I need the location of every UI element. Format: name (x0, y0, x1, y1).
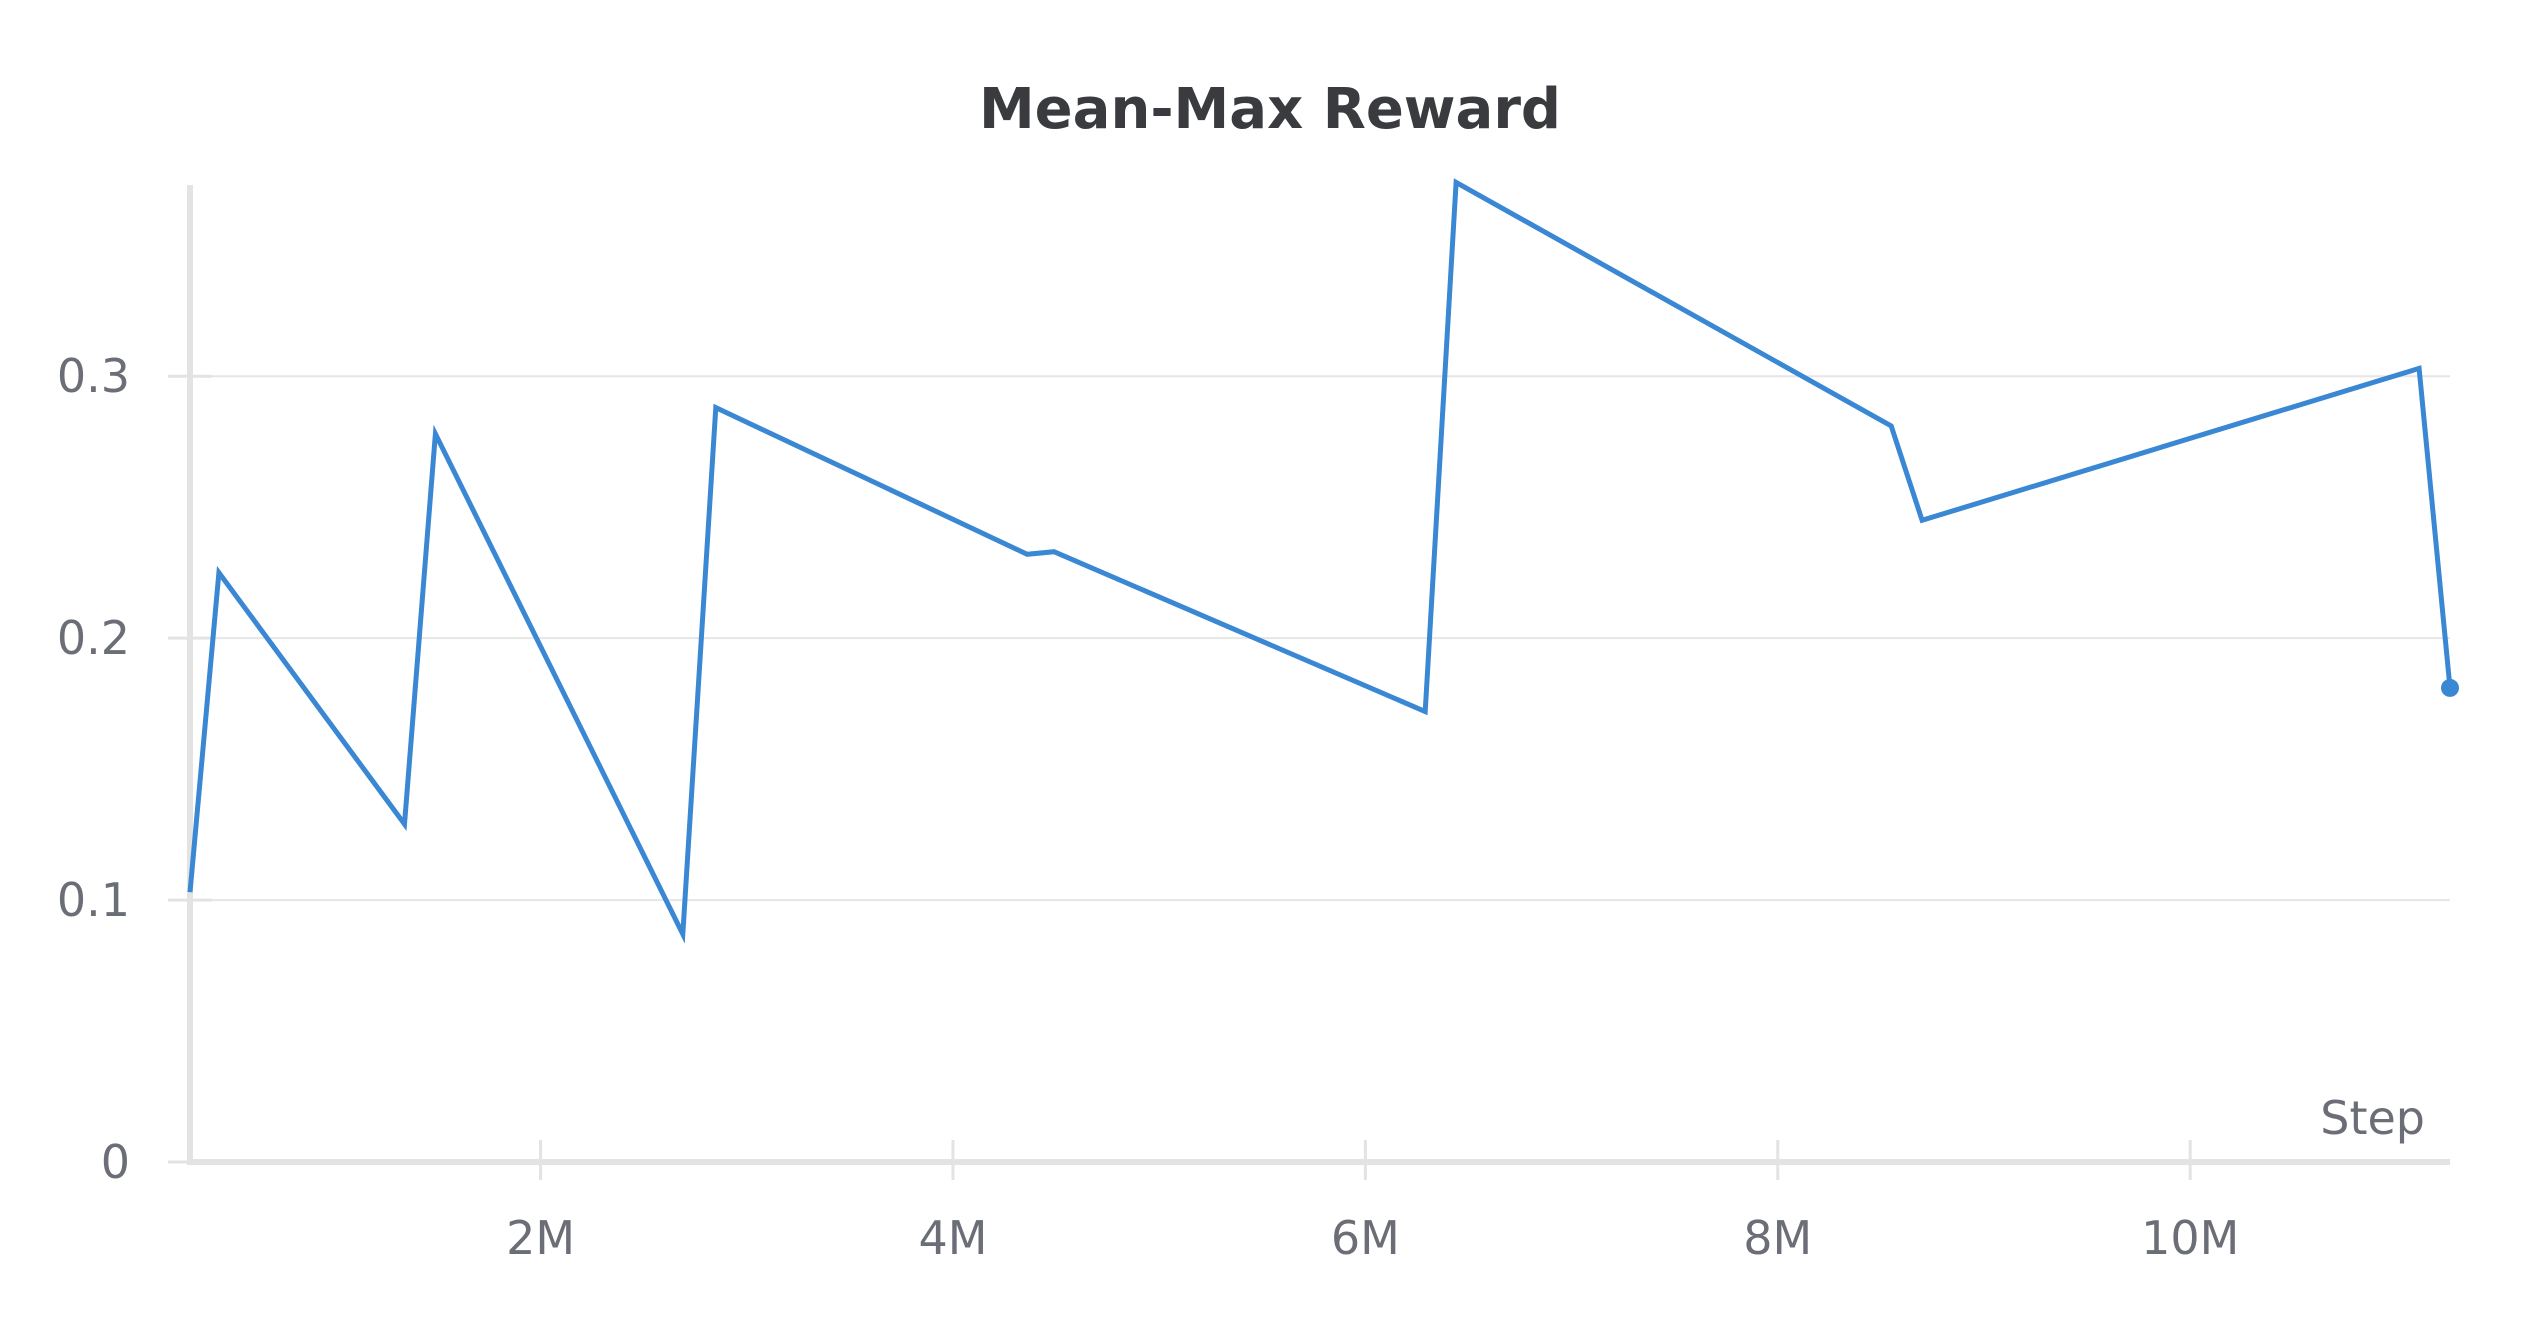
y-tick-label: 0 (101, 1135, 130, 1189)
y-tick-label: 0.2 (57, 611, 130, 665)
series (187, 178, 2459, 944)
gridlines (190, 375, 2450, 902)
x-tick-label: 4M (918, 1211, 987, 1265)
axes (187, 185, 2450, 1165)
x-tick-label: 6M (1331, 1211, 1400, 1265)
series-line (187, 178, 2453, 944)
x-tick-label: 8M (1743, 1211, 1812, 1265)
y-tick-label: 0.1 (57, 873, 130, 927)
series-end-point (2441, 678, 2459, 697)
ticks: 0 0.1 0.2 0.3 2M 4M 6M 8M 10M (57, 349, 2239, 1265)
chart-title: Mean-Max Reward (979, 77, 1561, 142)
x-axis-title: Step (2320, 1091, 2425, 1145)
x-tick-label: 10M (2141, 1211, 2239, 1265)
y-tick-label: 0.3 (57, 349, 130, 403)
x-tick-label: 2M (506, 1211, 575, 1265)
